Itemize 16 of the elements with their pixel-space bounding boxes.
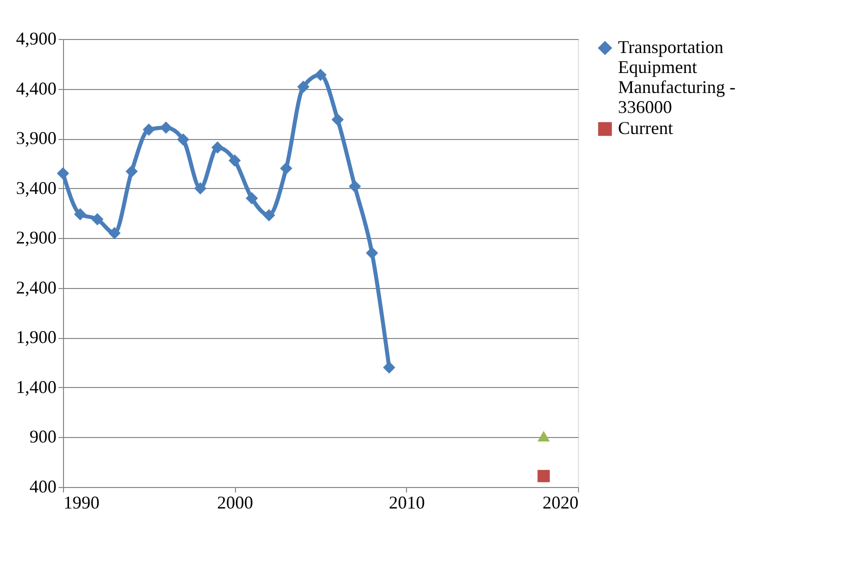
- y-tick-label: 400: [30, 476, 56, 496]
- y-tick-label: 900: [30, 426, 56, 447]
- y-tick-label: 1,400: [16, 376, 56, 397]
- x-tick-label: 2020: [542, 492, 578, 512]
- y-tick-label: 4,900: [16, 28, 56, 48]
- legend-label: Current: [618, 118, 673, 138]
- legend-label: Transportation Equipment Manufacturing - 336000: [618, 37, 736, 117]
- y-tick-label: 4,400: [16, 78, 56, 98]
- y-tick-label: 1,900: [16, 327, 56, 348]
- x-tick-label: 2010: [388, 492, 425, 512]
- y-tick-label: 3,900: [16, 128, 56, 148]
- y-tick-label: 3,400: [16, 178, 56, 198]
- x-tick-label: 1990: [64, 492, 100, 512]
- x-tick-label: 2000: [217, 492, 254, 512]
- y-tick-label: 2,400: [16, 277, 56, 298]
- y-tick-label: 2,900: [16, 228, 56, 248]
